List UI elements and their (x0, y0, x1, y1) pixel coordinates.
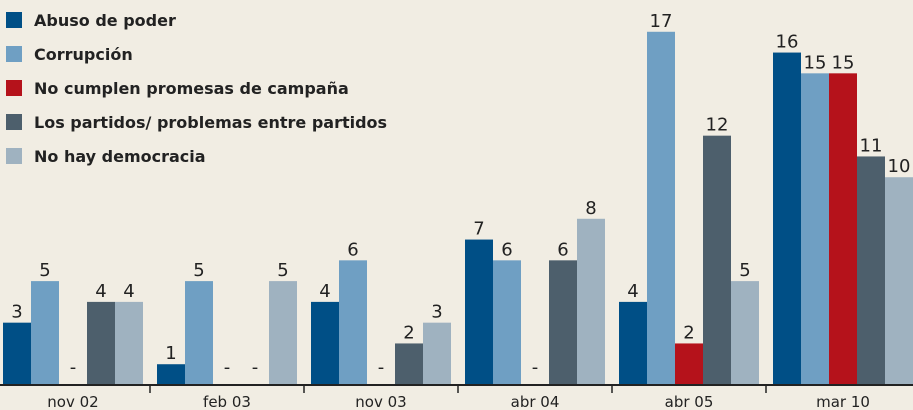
value-label: - (252, 357, 259, 378)
bar (619, 301, 647, 385)
value-label: 16 (776, 32, 799, 53)
bar (115, 301, 143, 385)
legend-label: No hay democracia (34, 147, 206, 166)
bar (339, 260, 367, 385)
legend-swatch (6, 80, 22, 96)
legend-swatch (6, 148, 22, 164)
legend-swatch (6, 46, 22, 62)
value-label: 4 (319, 281, 330, 302)
value-label: 15 (832, 52, 855, 73)
value-label: 2 (683, 322, 694, 343)
value-label: 5 (739, 260, 750, 281)
x-tick-label: feb 03 (203, 393, 251, 410)
value-label: 4 (627, 281, 638, 302)
value-label: 6 (347, 239, 358, 260)
bar (31, 281, 59, 385)
value-label: 1 (165, 343, 176, 364)
bar (311, 301, 339, 385)
value-label: 5 (193, 260, 204, 281)
x-tick-label: nov 03 (355, 393, 406, 410)
bar (647, 31, 675, 386)
value-label: - (224, 357, 231, 378)
value-label: 12 (706, 115, 729, 136)
value-label: 6 (557, 239, 568, 260)
bar (423, 322, 451, 385)
value-label: - (378, 357, 385, 378)
legend-label: Abuso de poder (34, 11, 176, 30)
bar (269, 281, 297, 385)
value-label: 4 (123, 281, 134, 302)
value-label: 11 (860, 135, 883, 156)
bar (549, 260, 577, 385)
value-label: - (532, 357, 539, 378)
bar (675, 343, 703, 385)
value-label: 3 (431, 302, 442, 323)
x-tick-label: abr 05 (665, 393, 714, 410)
legend-label: Los partidos/ problemas entre partidos (34, 113, 387, 132)
bar (395, 343, 423, 385)
legend-swatch (6, 12, 22, 28)
bar (465, 239, 493, 385)
value-label: 7 (473, 219, 484, 240)
legend-label: No cumplen promesas de campaña (34, 79, 349, 98)
bar (87, 301, 115, 385)
value-label: 5 (39, 260, 50, 281)
value-label: - (70, 357, 77, 378)
value-label: 2 (403, 322, 414, 343)
bar (577, 218, 605, 385)
x-tick-label: nov 02 (47, 393, 98, 410)
bar (493, 260, 521, 385)
value-label: 15 (804, 52, 827, 73)
bar (703, 135, 731, 385)
bar (857, 156, 885, 385)
bar (773, 52, 801, 386)
value-label: 8 (585, 198, 596, 219)
bar (157, 364, 185, 385)
bar (829, 73, 857, 385)
value-label: 17 (650, 11, 673, 32)
bar (731, 281, 759, 385)
legend-label: Corrupción (34, 45, 133, 64)
value-label: 3 (11, 302, 22, 323)
legend-swatch (6, 114, 22, 130)
x-tick-label: mar 10 (816, 393, 870, 410)
value-label: 6 (501, 239, 512, 260)
bar (185, 281, 213, 385)
bar (3, 322, 31, 385)
bar (801, 73, 829, 385)
value-label: 4 (95, 281, 106, 302)
bar (885, 177, 913, 385)
value-label: 10 (888, 156, 911, 177)
x-tick-label: abr 04 (511, 393, 560, 410)
value-label: 5 (277, 260, 288, 281)
